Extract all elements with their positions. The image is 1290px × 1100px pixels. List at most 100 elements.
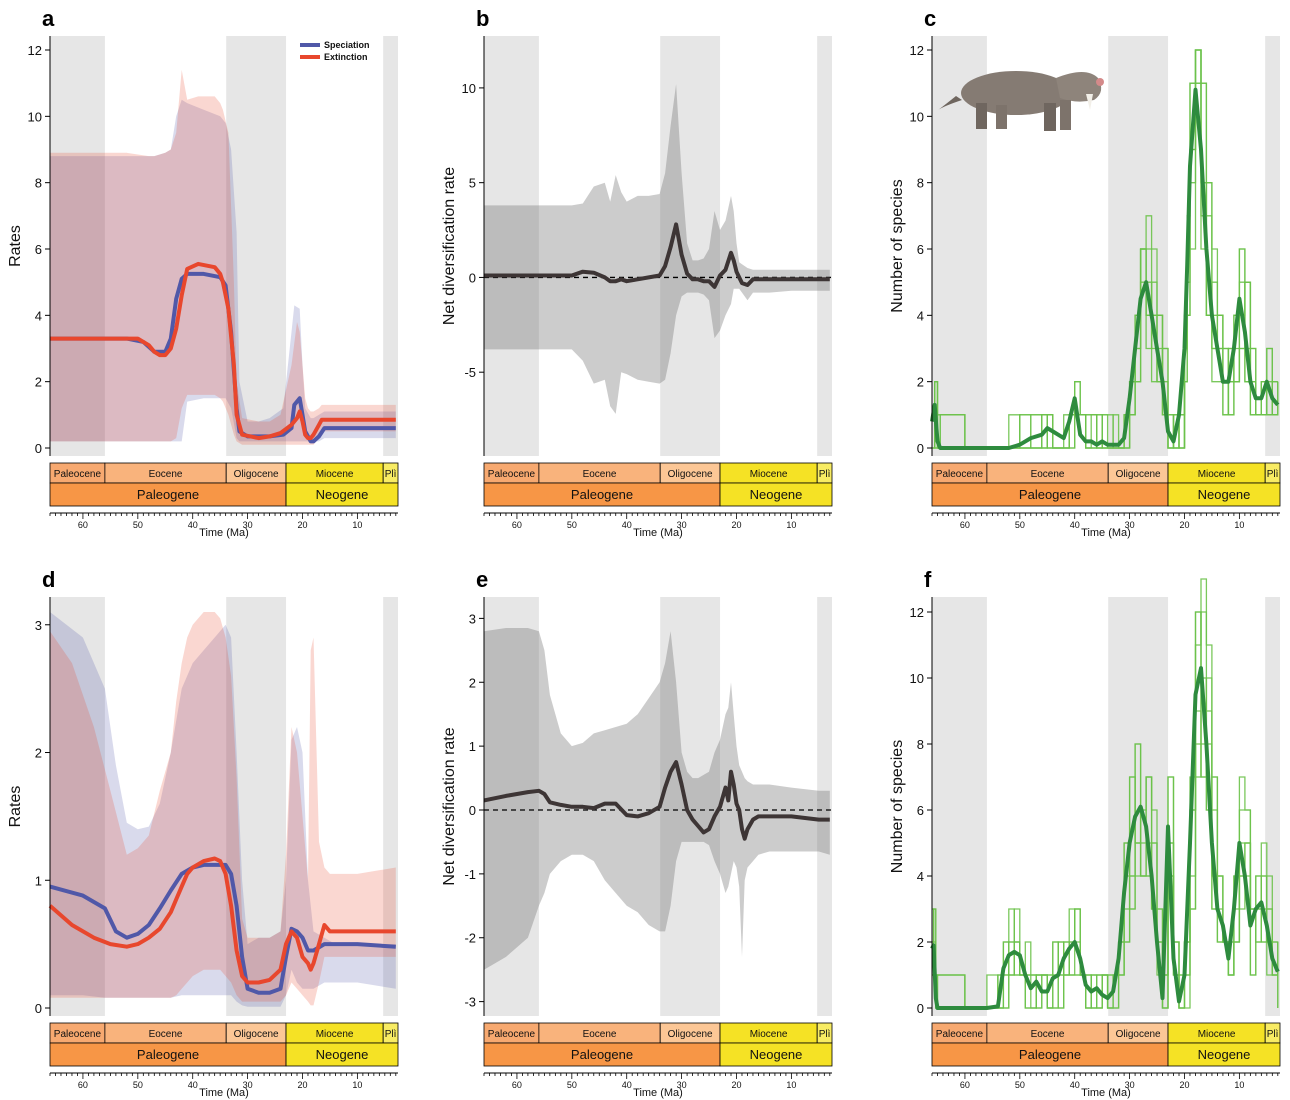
x-tick-label-e-1: 50 <box>567 1080 577 1090</box>
period-label-1: Neogene <box>1198 487 1251 502</box>
x-axis-label-f: Time (Ma) <box>1081 1087 1131 1099</box>
period-label-1: Neogene <box>750 1047 803 1062</box>
period-label-0: Paleogene <box>1019 1047 1081 1062</box>
x-tick-label-e-5: 10 <box>786 1080 796 1090</box>
epoch-label-3: Miocene <box>1198 1029 1236 1040</box>
x-tick-label-a-2: 40 <box>188 520 198 530</box>
legend-label-0: Speciation <box>324 40 370 50</box>
y-tick-label-e-5: 2 <box>469 675 476 690</box>
y-tick-label-e-2: -1 <box>464 867 476 882</box>
epoch-shade-4 <box>383 36 398 456</box>
chart-panel-e: e -3 -2 -1 0 1 2 3 Net diversification rate Paleo… <box>441 567 832 1099</box>
epoch-label-3: Miocene <box>1198 469 1236 480</box>
x-tick-label-b-1: 50 <box>567 520 577 530</box>
y-tick-label-f-1: 2 <box>917 935 924 950</box>
y-tick-label-b-1: 0 <box>469 270 476 285</box>
x-tick-label-d-2: 40 <box>188 1080 198 1090</box>
x-tick-label-c-2: 40 <box>1070 520 1080 530</box>
x-tick-label-f-0: 60 <box>960 1080 970 1090</box>
x-axis-label-d: Time (Ma) <box>199 1087 249 1099</box>
epoch-shade-2 <box>1108 36 1168 456</box>
x-tick-label-e-2: 40 <box>622 1080 632 1090</box>
epoch-label-4: Plì <box>819 1029 831 1040</box>
y-tick-label-a-4: 8 <box>35 176 42 191</box>
x-axis-label-e: Time (Ma) <box>633 1087 683 1099</box>
x-tick-label-e-4: 20 <box>731 1080 741 1090</box>
x-tick-label-f-2: 40 <box>1070 1080 1080 1090</box>
y-tick-label-b-3: 10 <box>462 81 476 96</box>
epoch-shade-0 <box>932 597 987 1016</box>
animal-nose <box>1096 78 1104 86</box>
epoch-label-2: Oligocene <box>234 1029 279 1040</box>
x-tick-label-c-5: 10 <box>1234 520 1244 530</box>
y-tick-label-d-1: 1 <box>35 873 42 888</box>
y-axis-label-f: Number of species <box>889 740 906 873</box>
x-tick-label-b-5: 10 <box>786 520 796 530</box>
animal-leg-2 <box>996 105 1007 129</box>
y-tick-label-a-1: 2 <box>35 375 42 390</box>
epoch-label-3: Miocene <box>316 469 354 480</box>
panel-letter-a: a <box>42 6 55 31</box>
x-tick-label-b-4: 20 <box>731 520 741 530</box>
x-tick-label-b-2: 40 <box>622 520 632 530</box>
animal-leg-1 <box>976 103 987 129</box>
epoch-label-1: Eocene <box>149 469 183 480</box>
epoch-label-2: Oligocene <box>1116 1029 1161 1040</box>
y-tick-label-b-0: -5 <box>464 365 476 380</box>
panel-letter-b: b <box>476 6 489 31</box>
x-tick-label-f-1: 50 <box>1015 1080 1025 1090</box>
chart-panel-d: d 0 1 2 3 Rates Paleocene Eocene Oligocene Miocen… <box>7 567 398 1099</box>
panel-letter-d: d <box>42 567 55 592</box>
y-tick-label-c-3: 6 <box>917 242 924 257</box>
x-tick-label-a-1: 50 <box>133 520 143 530</box>
y-tick-label-c-4: 8 <box>917 176 924 191</box>
animal-fang <box>1086 94 1093 110</box>
y-axis-label-a: Rates <box>7 225 24 267</box>
x-tick-label-d-1: 50 <box>133 1080 143 1090</box>
epoch-label-4: Plì <box>385 1029 397 1040</box>
epoch-label-2: Oligocene <box>234 469 279 480</box>
epoch-label-1: Eocene <box>583 1029 617 1040</box>
y-tick-label-c-1: 2 <box>917 375 924 390</box>
animal-head <box>1056 72 1101 102</box>
period-label-0: Paleogene <box>137 487 199 502</box>
y-axis-label-b: Net diversification rate <box>441 167 458 325</box>
period-label-0: Paleogene <box>571 487 633 502</box>
y-axis-label-e: Net diversification rate <box>441 727 458 885</box>
y-tick-label-d-2: 2 <box>35 746 42 761</box>
y-tick-label-f-2: 4 <box>917 869 924 884</box>
panel-letter-e: e <box>476 567 488 592</box>
x-tick-label-e-0: 60 <box>512 1080 522 1090</box>
y-tick-label-f-3: 6 <box>917 803 924 818</box>
y-tick-label-a-0: 0 <box>35 441 42 456</box>
x-axis-label-a: Time (Ma) <box>199 527 249 539</box>
epoch-label-0: Paleocene <box>936 1029 984 1040</box>
chart-panel-f: f 0 2 4 6 8 10 12 Number of species Paleocene Eoce… <box>889 567 1280 1099</box>
y-axis-label-d: Rates <box>7 786 24 828</box>
x-tick-label-d-4: 20 <box>297 1080 307 1090</box>
y-tick-label-f-5: 10 <box>910 671 924 686</box>
epoch-label-0: Paleocene <box>488 469 536 480</box>
period-label-0: Paleogene <box>571 1047 633 1062</box>
y-tick-label-f-4: 8 <box>917 737 924 752</box>
y-tick-label-e-0: -3 <box>464 995 476 1010</box>
legend-label-1: Extinction <box>324 52 368 62</box>
epoch-label-4: Plì <box>1267 1029 1279 1040</box>
panel-letter-c: c <box>924 6 936 31</box>
period-label-1: Neogene <box>316 1047 369 1062</box>
y-tick-label-e-6: 3 <box>469 611 476 626</box>
epoch-shade-4 <box>817 36 832 456</box>
y-tick-label-e-3: 0 <box>469 803 476 818</box>
epoch-label-3: Miocene <box>750 469 788 480</box>
epoch-label-2: Oligocene <box>1116 469 1161 480</box>
x-axis-label-c: Time (Ma) <box>1081 527 1131 539</box>
x-tick-label-c-1: 50 <box>1015 520 1025 530</box>
epoch-label-3: Miocene <box>316 1029 354 1040</box>
y-tick-label-a-3: 6 <box>35 242 42 257</box>
animal-leg-4 <box>1060 100 1071 130</box>
epoch-label-0: Paleocene <box>54 1029 102 1040</box>
x-tick-label-f-4: 20 <box>1179 1080 1189 1090</box>
epoch-label-1: Eocene <box>583 469 617 480</box>
period-label-0: Paleogene <box>1019 487 1081 502</box>
y-tick-label-a-6: 12 <box>28 43 42 58</box>
